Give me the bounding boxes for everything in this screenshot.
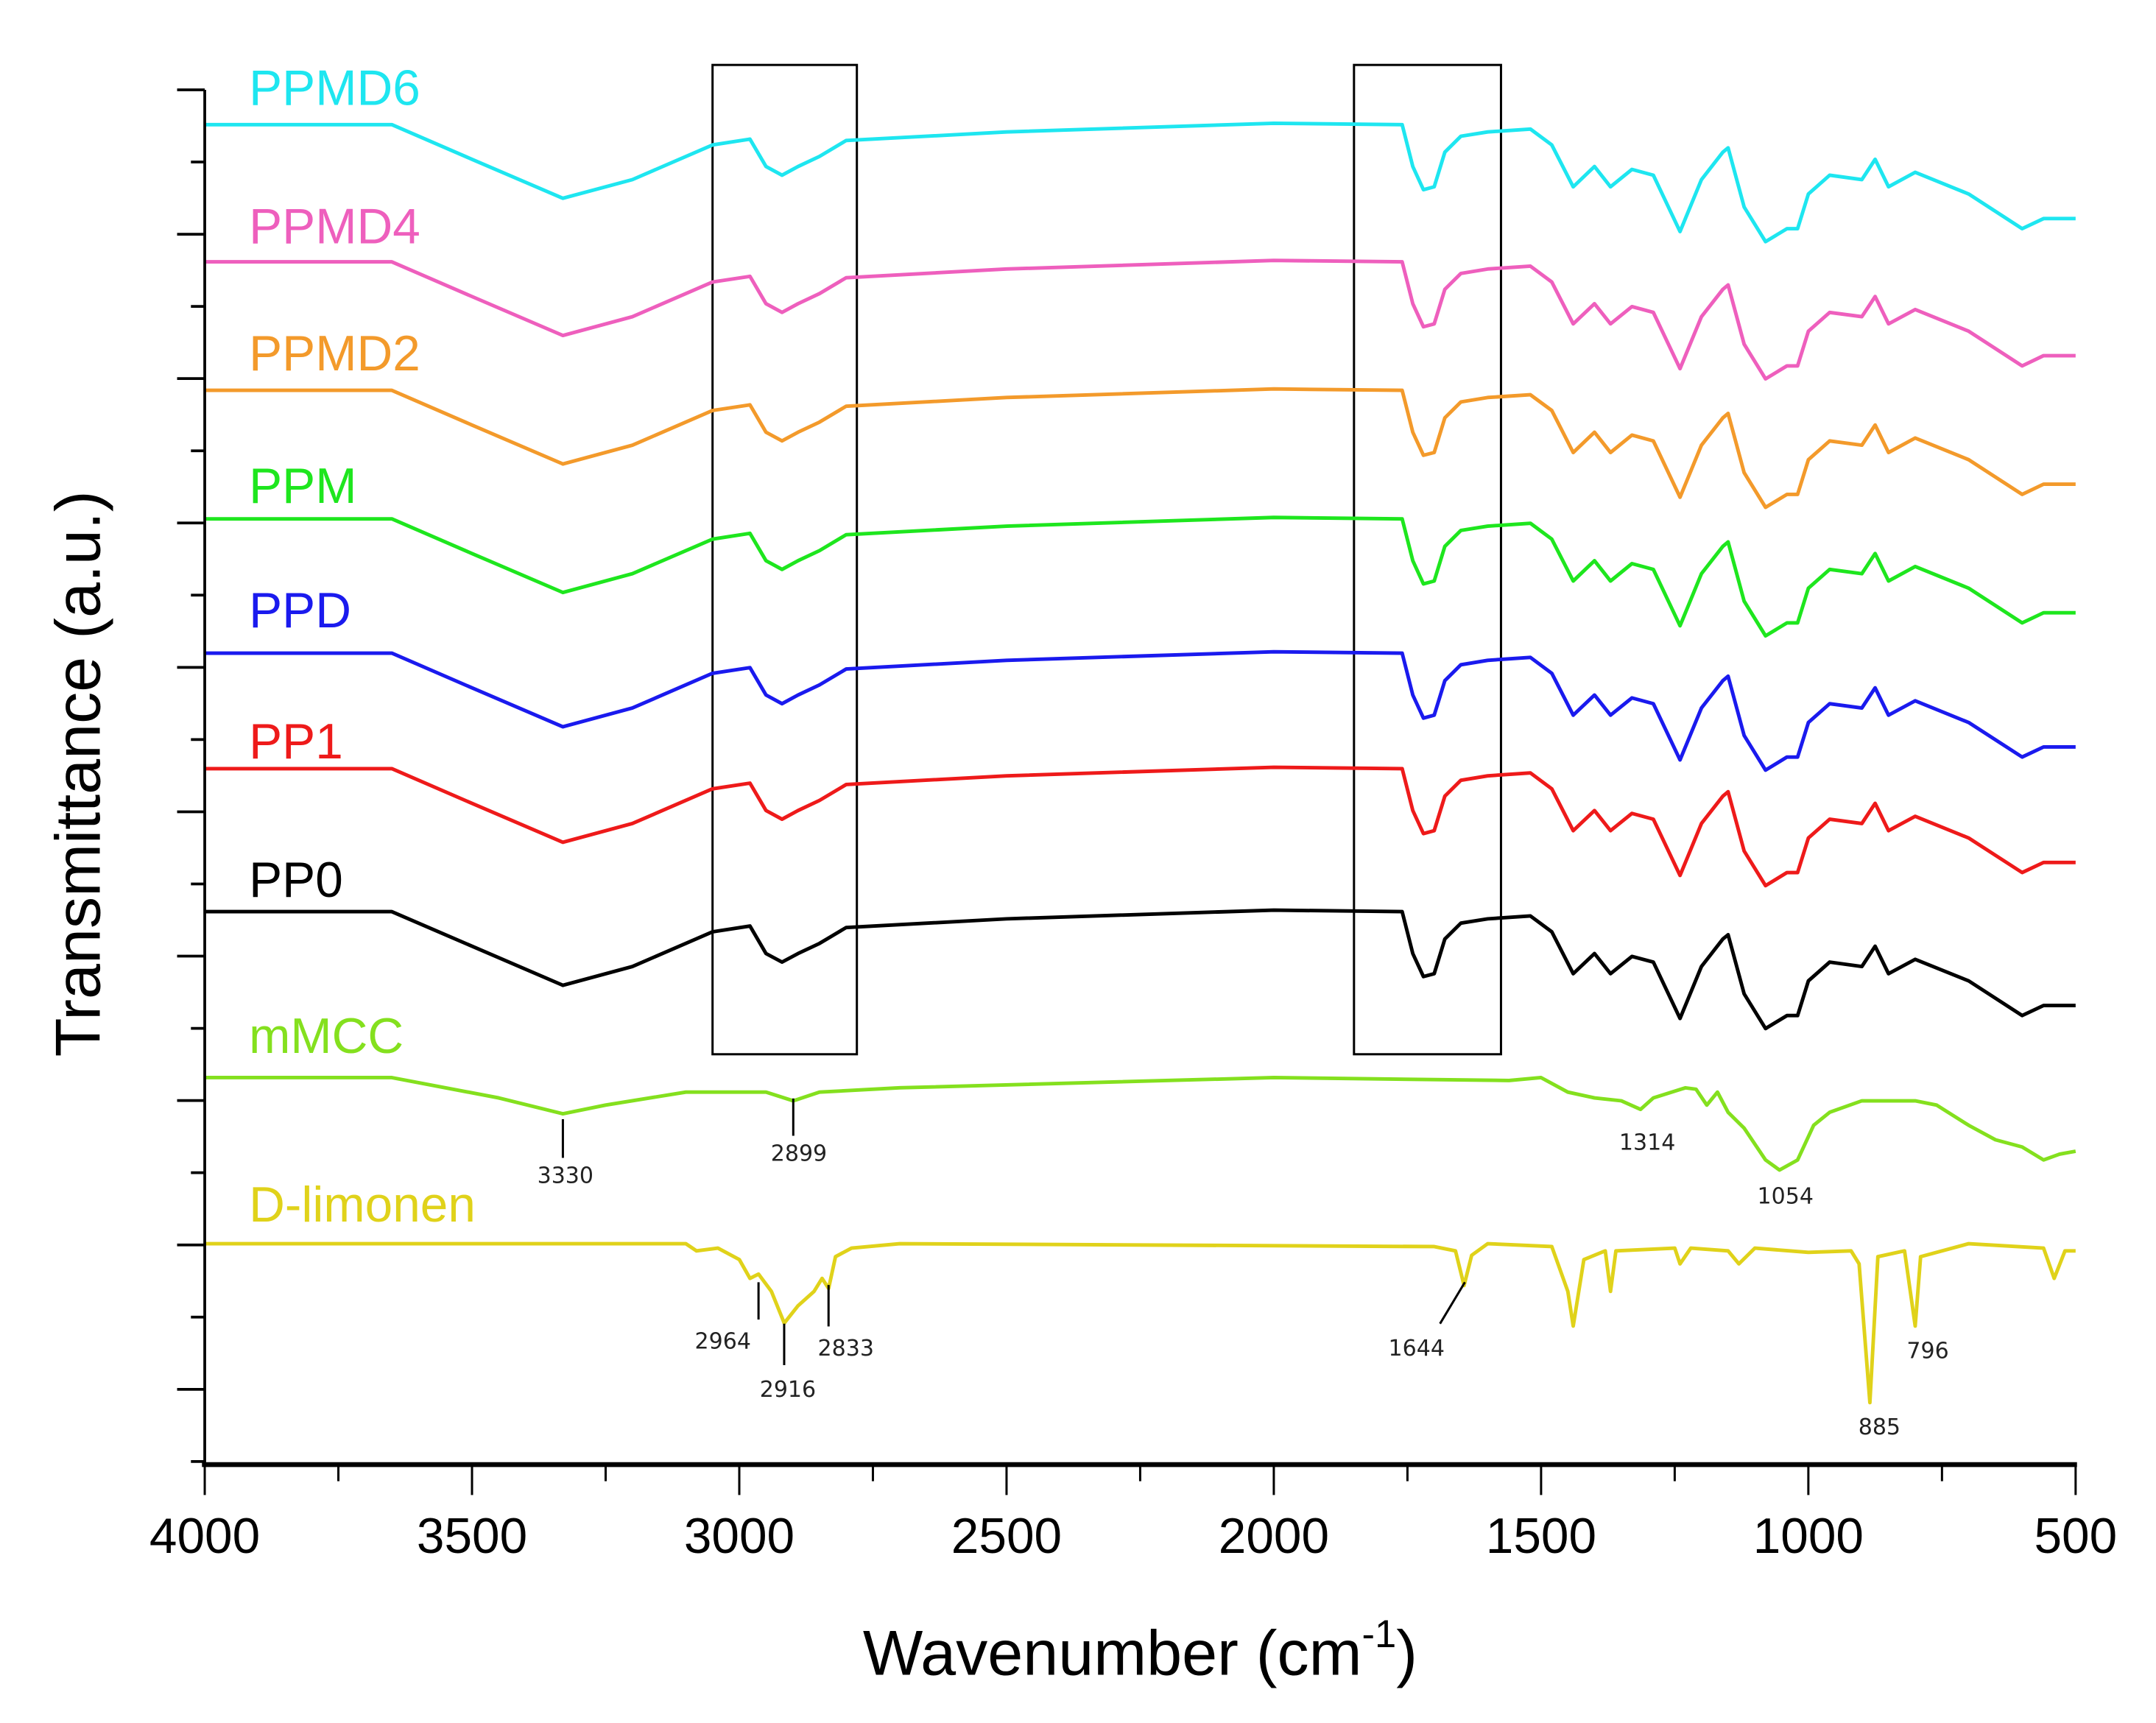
annotation-label: 1644 (1389, 1336, 1445, 1361)
x-tick-label: 2000 (1219, 1509, 1329, 1564)
series-label-ppmd6: PPMD6 (249, 61, 420, 116)
x-tick-label: 500 (2034, 1509, 2117, 1564)
series-label-ppd: PPD (249, 583, 351, 638)
series-line-ppmd4 (205, 258, 2076, 381)
series-line-pp0 (205, 908, 2076, 1031)
axes: 4000 3500 3000 2500 2000 1500 1000 500 (149, 88, 2117, 1564)
highlight-boxes (711, 63, 1502, 1056)
annotation-label: 885 (1859, 1414, 1900, 1440)
series-label-ppmd2: PPMD2 (249, 326, 420, 381)
series-label-ppm: PPM (249, 459, 356, 514)
series-lines (205, 121, 2076, 1405)
series-label-pp0: PP0 (249, 853, 343, 908)
series-label-pp1: PP1 (249, 714, 343, 769)
x-tick-label: 3000 (684, 1509, 795, 1564)
series-label-d-limonen: D-limonen (249, 1177, 476, 1233)
x-tick-label: 4000 (149, 1509, 260, 1564)
series-label-mmcc: mMCC (249, 1009, 404, 1064)
annotation-label: 1314 (1619, 1130, 1675, 1155)
x-axis-label: Wavenumber (cm-1) (863, 1613, 1417, 1689)
series-labels: PPMD6 PPMD4 PPMD2 PPM PPD PP1 PP0 mMCC D-limonen (249, 61, 476, 1233)
series-line-pp1 (205, 765, 2076, 888)
annotation-label: 3330 (538, 1163, 593, 1188)
series-line-ppmd6 (205, 121, 2076, 244)
annotation-label: 2916 (760, 1377, 816, 1403)
x-tick-label: 3500 (417, 1509, 527, 1564)
annotation-label: 2899 (771, 1141, 827, 1166)
annotation-label: 2833 (818, 1336, 874, 1361)
series-line-d-limonen (205, 1241, 2076, 1405)
x-tick-label: 2500 (951, 1509, 1062, 1564)
annotation-label: 2964 (695, 1328, 751, 1354)
annotation-line (1439, 1281, 1466, 1325)
series-label-ppmd4: PPMD4 (249, 199, 420, 254)
series-line-ppd (205, 649, 2076, 772)
x-tick-label: 1000 (1753, 1509, 1864, 1564)
y-axis-label: Transmittance (a.u.) (43, 490, 113, 1057)
series-line-ppmd2 (205, 387, 2076, 510)
series-line-mmcc (205, 1076, 2076, 1172)
x-tick-label: 1500 (1486, 1509, 1596, 1564)
annotation-label: 796 (1906, 1339, 1948, 1364)
series-line-ppm (205, 515, 2076, 638)
highlight-box-1 (711, 63, 859, 1056)
highlight-box-2 (1353, 63, 1502, 1056)
annotation-label: 1054 (1758, 1183, 1814, 1209)
